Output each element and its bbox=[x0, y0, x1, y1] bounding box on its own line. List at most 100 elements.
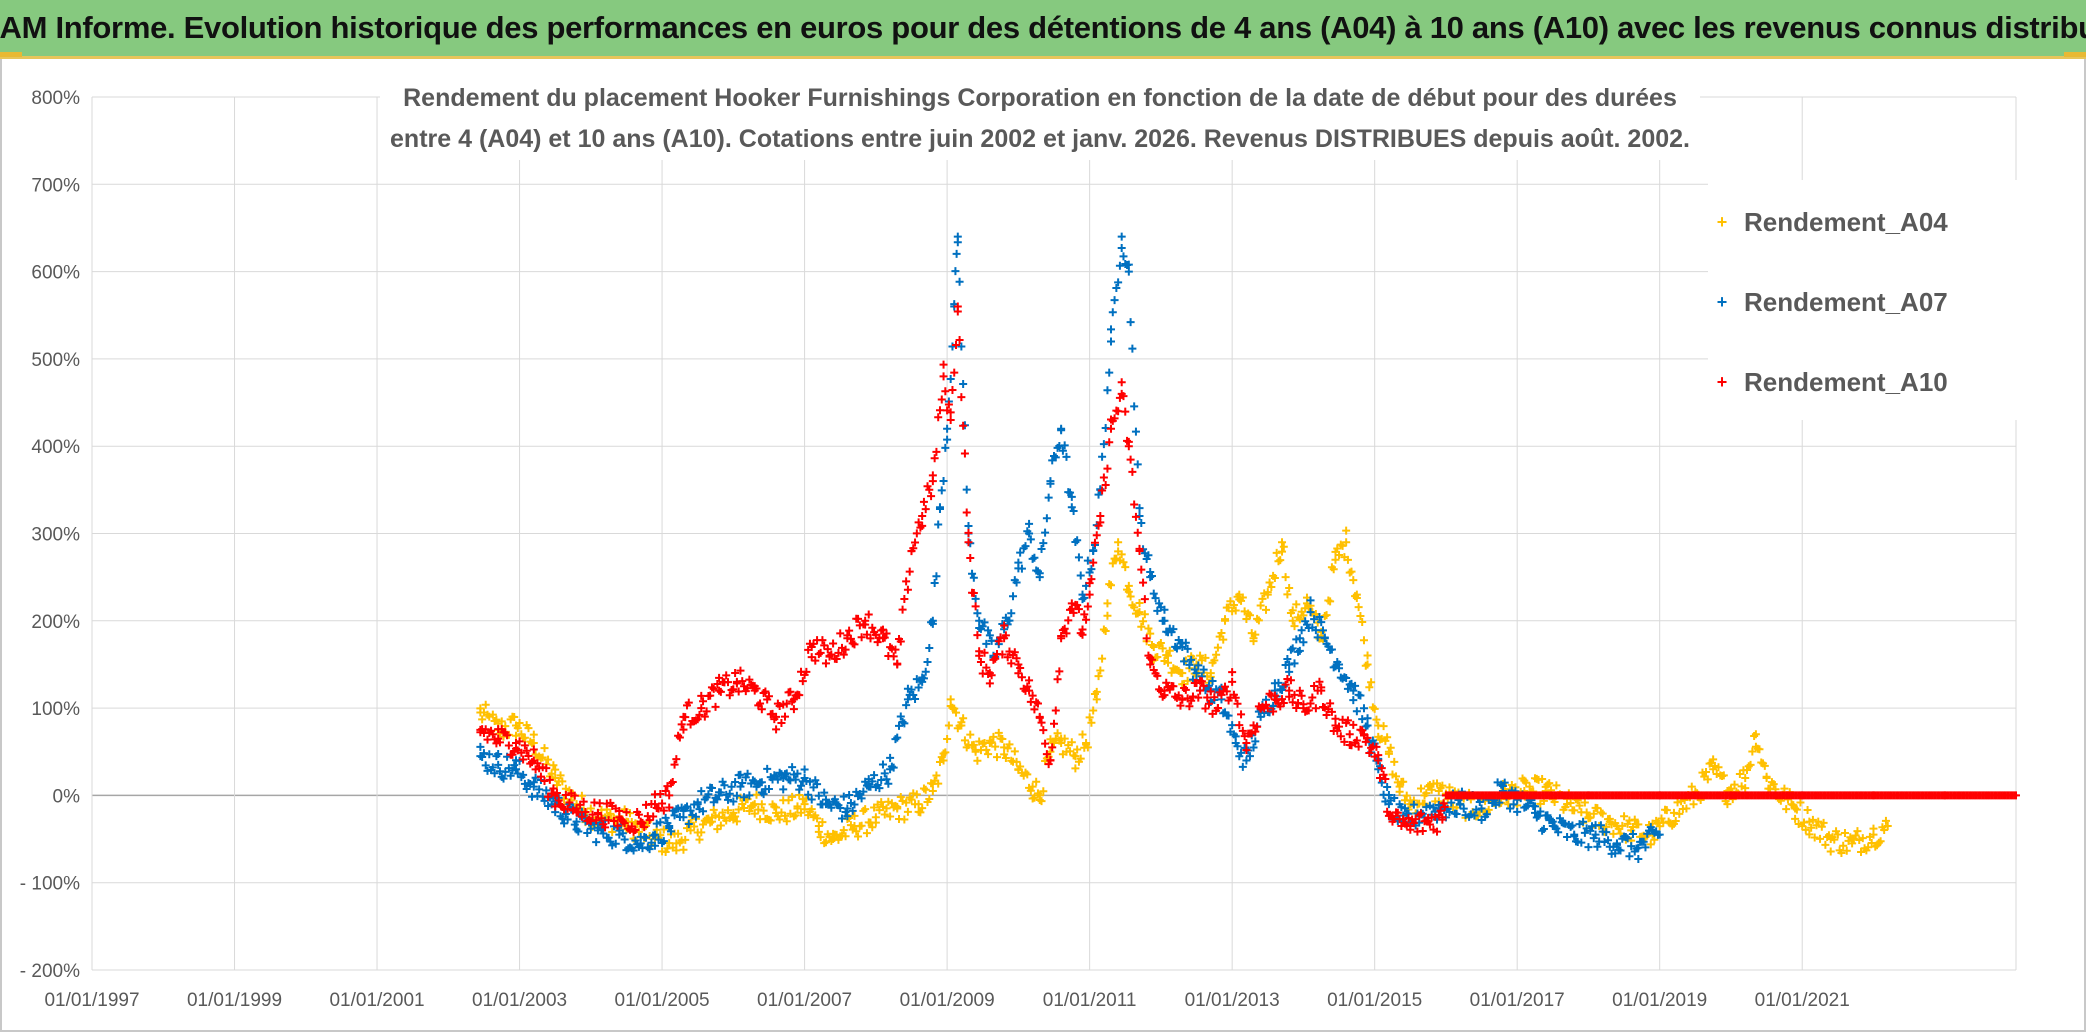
data-point bbox=[1164, 658, 1173, 667]
data-point bbox=[1689, 800, 1698, 809]
data-point bbox=[1124, 260, 1133, 269]
legend-marker-a10: + bbox=[1716, 371, 1728, 392]
data-point bbox=[1237, 710, 1246, 719]
data-point bbox=[1741, 784, 1750, 793]
data-point bbox=[1030, 705, 1039, 714]
data-point bbox=[636, 817, 645, 826]
data-point bbox=[715, 673, 724, 682]
data-point bbox=[1082, 739, 1091, 748]
y-tick-label: 300% bbox=[31, 525, 80, 546]
data-point bbox=[934, 779, 943, 788]
data-point bbox=[1007, 659, 1016, 668]
data-point bbox=[707, 817, 716, 826]
data-point bbox=[1570, 830, 1579, 839]
data-point bbox=[608, 827, 617, 836]
data-point bbox=[946, 408, 955, 417]
data-point bbox=[1074, 605, 1083, 614]
data-point bbox=[1158, 644, 1167, 653]
data-point bbox=[1197, 677, 1206, 686]
data-point bbox=[1105, 438, 1114, 447]
data-point bbox=[1269, 707, 1278, 716]
data-point bbox=[991, 654, 1000, 663]
data-point bbox=[1110, 296, 1119, 305]
data-point bbox=[1723, 800, 1732, 809]
data-point bbox=[952, 708, 961, 717]
data-point bbox=[957, 342, 966, 351]
data-point bbox=[1060, 441, 1069, 450]
data-point bbox=[757, 705, 766, 714]
data-point bbox=[510, 761, 519, 770]
data-point bbox=[611, 839, 620, 848]
data-point bbox=[1596, 821, 1605, 830]
data-point bbox=[1085, 590, 1094, 599]
data-point bbox=[1363, 651, 1372, 660]
data-point bbox=[821, 800, 830, 809]
data-point bbox=[807, 805, 816, 814]
data-point bbox=[1459, 804, 1468, 813]
data-point bbox=[1092, 531, 1101, 540]
data-point bbox=[1379, 770, 1388, 779]
data-point bbox=[1384, 747, 1393, 756]
data-point bbox=[1295, 646, 1304, 655]
data-point bbox=[955, 335, 964, 344]
data-point bbox=[1183, 676, 1192, 685]
data-point bbox=[1231, 693, 1240, 702]
data-point bbox=[1035, 573, 1044, 582]
data-point bbox=[1605, 817, 1614, 826]
data-point bbox=[1349, 576, 1358, 585]
data-point bbox=[868, 823, 877, 832]
data-point bbox=[1650, 835, 1659, 844]
data-point bbox=[791, 775, 800, 784]
data-point bbox=[488, 710, 497, 719]
data-point bbox=[650, 800, 659, 809]
x-tick-label: 01/01/2005 bbox=[615, 990, 710, 1011]
data-point bbox=[1153, 653, 1162, 662]
data-point bbox=[932, 447, 941, 456]
data-point bbox=[1025, 519, 1034, 528]
data-point bbox=[1810, 833, 1819, 842]
data-point bbox=[1805, 817, 1814, 826]
data-point bbox=[679, 813, 688, 822]
data-point bbox=[1384, 800, 1393, 809]
data-point bbox=[1634, 820, 1643, 829]
data-point bbox=[529, 756, 538, 765]
data-point bbox=[536, 772, 545, 781]
data-point bbox=[665, 821, 674, 830]
data-point bbox=[1750, 731, 1759, 740]
data-point bbox=[1126, 592, 1135, 601]
data-point bbox=[1655, 830, 1664, 839]
data-point bbox=[1135, 546, 1144, 555]
data-point bbox=[1083, 556, 1092, 565]
data-point bbox=[1101, 626, 1110, 635]
data-point bbox=[1434, 787, 1443, 796]
data-point bbox=[1231, 732, 1240, 741]
data-point bbox=[992, 753, 1001, 762]
data-point bbox=[839, 792, 848, 801]
data-point bbox=[579, 797, 588, 806]
data-point bbox=[1014, 765, 1023, 774]
data-point bbox=[1381, 775, 1390, 784]
data-point bbox=[1352, 707, 1361, 716]
data-point bbox=[1762, 773, 1771, 782]
data-point bbox=[1206, 687, 1215, 696]
data-point bbox=[969, 573, 978, 582]
data-point bbox=[1058, 446, 1067, 455]
data-point bbox=[859, 806, 868, 815]
data-point bbox=[1602, 828, 1611, 837]
data-point bbox=[1089, 546, 1098, 555]
data-point bbox=[800, 773, 809, 782]
data-point bbox=[1265, 578, 1274, 587]
data-point bbox=[613, 821, 622, 830]
data-point bbox=[798, 677, 807, 686]
legend-item-a07: + Rendement_A07 bbox=[1708, 282, 1948, 322]
data-point bbox=[1782, 805, 1791, 814]
data-point bbox=[1030, 793, 1039, 802]
data-point bbox=[982, 745, 991, 754]
data-point bbox=[1242, 756, 1251, 765]
data-point bbox=[797, 781, 806, 790]
data-point bbox=[925, 794, 934, 803]
data-point bbox=[731, 668, 740, 677]
data-point bbox=[1655, 791, 1664, 800]
data-point bbox=[1286, 676, 1295, 685]
data-point bbox=[1267, 582, 1276, 591]
